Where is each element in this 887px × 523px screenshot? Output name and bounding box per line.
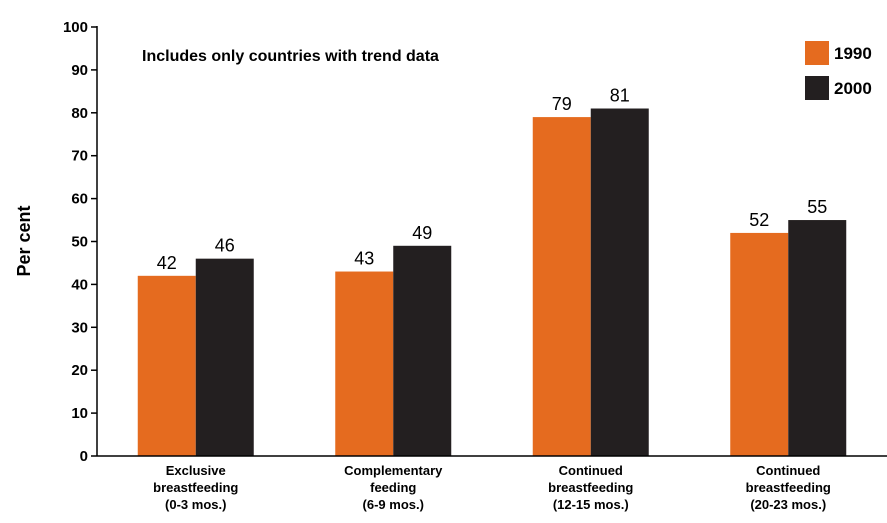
data-label: 79: [552, 94, 572, 114]
x-category-label: Continued breastfeeding (20-23 mos.): [746, 463, 831, 512]
bar-2000-1: [195, 258, 254, 456]
bar-2000-4: [788, 220, 847, 456]
chart-annotation: Includes only countries with trend data: [142, 48, 439, 65]
y-tick-label: 80: [71, 105, 88, 122]
y-tick-label: 50: [71, 234, 88, 251]
y-tick-label: 90: [71, 62, 88, 79]
bar-1990-4: [730, 232, 789, 456]
x-category-label: Exclusive breastfeeding (0-3 mos.): [153, 463, 238, 512]
legend-swatch-2000: [805, 76, 829, 100]
y-tick-label: 0: [80, 448, 88, 465]
data-label: 49: [412, 223, 432, 243]
y-tick-label: 70: [71, 148, 88, 165]
bar-2000-2: [393, 245, 452, 456]
y-tick-label: 40: [71, 276, 88, 293]
legend-label-2000: 2000: [834, 79, 872, 98]
data-label: 42: [157, 253, 177, 273]
y-axis-label: Per cent: [14, 205, 34, 276]
y-tick-label: 100: [63, 19, 88, 36]
x-category-label: Continued breastfeeding (12-15 mos.): [548, 463, 633, 512]
y-axis: 0 10 20 30 40 50 60 70 80 90 100: [63, 19, 98, 465]
data-label: 55: [807, 197, 827, 217]
legend-swatch-1990: [805, 41, 829, 65]
x-axis: Exclusive breastfeeding (0-3 mos.) Compleme…: [97, 455, 887, 512]
data-label: 46: [215, 236, 235, 256]
legend-label-1990: 1990: [834, 44, 872, 63]
bar-1990-2: [335, 271, 394, 456]
x-category-label: Complementary feeding (6-9 mos.): [344, 463, 443, 512]
y-tick-label: 10: [71, 405, 88, 422]
bars: 42 46 43 49 79 81 52 55: [137, 86, 847, 456]
y-tick-label: 30: [71, 319, 88, 336]
bar-2000-3: [590, 108, 649, 456]
y-tick-label: 60: [71, 191, 88, 208]
bar-1990-1: [137, 275, 196, 456]
data-label: 43: [354, 249, 374, 269]
data-label: 52: [749, 210, 769, 230]
data-label: 81: [610, 86, 630, 106]
y-tick-label: 20: [71, 362, 88, 379]
bar-1990-3: [532, 117, 591, 456]
legend: 1990 2000: [805, 41, 872, 100]
